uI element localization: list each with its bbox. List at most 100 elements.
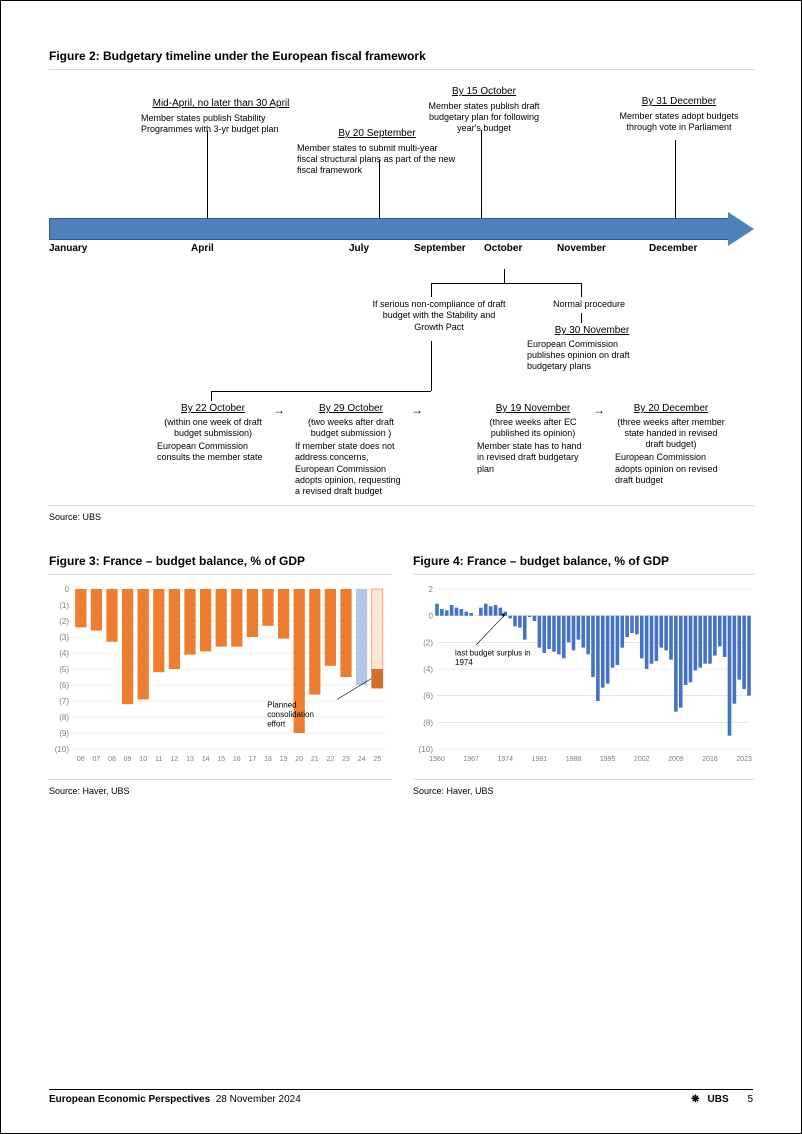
timeline-month: December <box>649 243 697 254</box>
branch-noncompliance-label: If serious non-compliance of draft budge… <box>369 299 509 333</box>
branch-normal-event: By 30 NovemberEuropean Commission publis… <box>527 325 657 372</box>
timeline-event: Mid-April, no later than 30 AprilMember … <box>141 98 301 135</box>
branch-connector <box>211 391 431 392</box>
svg-text:25: 25 <box>373 756 381 763</box>
timeline-month-labels: January April July September October November… <box>49 243 755 263</box>
svg-text:11: 11 <box>155 756 162 763</box>
footer-brand: UBS <box>708 1094 729 1105</box>
svg-text:Planned: Planned <box>267 700 296 709</box>
timeline-month: January <box>49 243 87 254</box>
svg-text:2009: 2009 <box>668 756 684 763</box>
svg-text:2: 2 <box>429 585 434 594</box>
svg-text:(4): (4) <box>423 665 433 674</box>
svg-text:1960: 1960 <box>429 756 445 763</box>
svg-text:20: 20 <box>295 756 303 763</box>
page-footer: European Economic Perspectives 28 Novemb… <box>49 1089 753 1105</box>
branch-connector <box>431 341 432 391</box>
flow-arrow-icon: → <box>411 403 423 417</box>
svg-text:(10): (10) <box>419 745 434 754</box>
svg-text:(2): (2) <box>423 638 433 647</box>
svg-text:17: 17 <box>249 756 257 763</box>
figure-4-chart: 20(2)(4)(6)(8)(10)1960196719741981198819… <box>413 583 755 773</box>
footer-page-number: 5 <box>747 1094 753 1105</box>
figure-4-title: Figure 4: France – budget balance, % of … <box>413 554 755 568</box>
timeline-month: July <box>349 243 369 254</box>
figure-3-source: Source: Haver, UBS <box>49 786 391 796</box>
svg-text:18: 18 <box>264 756 272 763</box>
svg-text:23: 23 <box>342 756 350 763</box>
svg-text:08: 08 <box>108 756 116 763</box>
branch-connector <box>211 391 212 401</box>
timeline-tick <box>379 160 380 218</box>
svg-text:effort: effort <box>267 720 286 729</box>
branch-connector <box>581 313 582 323</box>
timeline-event: By 31 DecemberMember states adopt budget… <box>609 96 749 133</box>
svg-text:16: 16 <box>233 756 241 763</box>
svg-text:1988: 1988 <box>566 756 582 763</box>
svg-text:12: 12 <box>171 756 179 763</box>
figure-2-source: Source: UBS <box>49 512 755 522</box>
branch-normal-label: Normal procedure <box>539 299 639 310</box>
svg-text:19: 19 <box>280 756 288 763</box>
svg-text:0: 0 <box>429 612 434 621</box>
timeline-tick <box>675 140 676 218</box>
branch-step: By 22 October(within one week of draft b… <box>157 403 269 464</box>
timeline-month: November <box>557 243 606 254</box>
svg-text:(9): (9) <box>59 729 69 738</box>
figure-2-rule-top <box>49 69 755 70</box>
figure-3: Figure 3: France – budget balance, % of … <box>49 554 391 796</box>
svg-text:(8): (8) <box>59 713 69 722</box>
svg-text:1974: 1974 <box>455 658 473 667</box>
svg-text:(8): (8) <box>423 718 433 727</box>
timeline-month: April <box>191 243 214 254</box>
branch-connector <box>504 269 505 283</box>
flow-arrow-icon: → <box>593 403 605 417</box>
flow-arrow-icon: → <box>273 403 285 417</box>
figure-3-rule-bottom <box>49 779 391 780</box>
branch-step: By 20 December(three weeks after member … <box>615 403 727 486</box>
svg-text:15: 15 <box>217 756 225 763</box>
timeline-month: October <box>484 243 522 254</box>
footer-date: 28 November 2024 <box>216 1094 301 1105</box>
svg-text:13: 13 <box>186 756 194 763</box>
svg-text:(1): (1) <box>59 601 69 610</box>
svg-text:(3): (3) <box>59 633 69 642</box>
svg-text:(7): (7) <box>59 697 69 706</box>
svg-text:1981: 1981 <box>532 756 548 763</box>
svg-text:0: 0 <box>65 585 70 594</box>
svg-text:06: 06 <box>77 756 85 763</box>
svg-text:22: 22 <box>327 756 335 763</box>
figure-3-rule-top <box>49 574 391 575</box>
timeline-tick <box>481 130 482 218</box>
svg-text:last budget surplus in: last budget surplus in <box>455 649 531 658</box>
svg-text:(6): (6) <box>59 681 69 690</box>
figure-2-lower-branches: If serious non-compliance of draft budge… <box>49 269 755 499</box>
svg-text:14: 14 <box>202 756 210 763</box>
svg-text:2023: 2023 <box>736 756 752 763</box>
figure-3-chart: 0(1)(2)(3)(4)(5)(6)(7)(8)(9)(10)06070809… <box>49 583 391 773</box>
figure-2-upper-events: Mid-April, no later than 30 AprilMember … <box>49 78 755 218</box>
timeline-arrow <box>49 218 755 240</box>
ubs-logo-icon: ❋ <box>691 1094 699 1105</box>
svg-text:consolidation: consolidation <box>267 710 314 719</box>
svg-text:(6): (6) <box>423 692 433 701</box>
svg-text:10: 10 <box>139 756 147 763</box>
figure-2: Figure 2: Budgetary timeline under the E… <box>49 49 755 522</box>
svg-text:24: 24 <box>358 756 366 763</box>
svg-text:07: 07 <box>93 756 101 763</box>
figure-2-title: Figure 2: Budgetary timeline under the E… <box>49 49 755 63</box>
figure-2-rule-bottom <box>49 505 755 506</box>
branch-step: By 29 October(two weeks after draft budg… <box>295 403 407 497</box>
svg-text:(5): (5) <box>59 665 69 674</box>
figure-3-title: Figure 3: France – budget balance, % of … <box>49 554 391 568</box>
timeline-month: September <box>414 243 466 254</box>
svg-text:2002: 2002 <box>634 756 650 763</box>
svg-text:09: 09 <box>124 756 132 763</box>
svg-text:(10): (10) <box>55 745 70 754</box>
timeline-tick <box>207 130 208 218</box>
figure-4: Figure 4: France – budget balance, % of … <box>413 554 755 796</box>
branch-connector <box>431 283 581 284</box>
figure-4-source: Source: Haver, UBS <box>413 786 755 796</box>
svg-text:1967: 1967 <box>463 756 479 763</box>
branch-connector <box>581 283 582 297</box>
